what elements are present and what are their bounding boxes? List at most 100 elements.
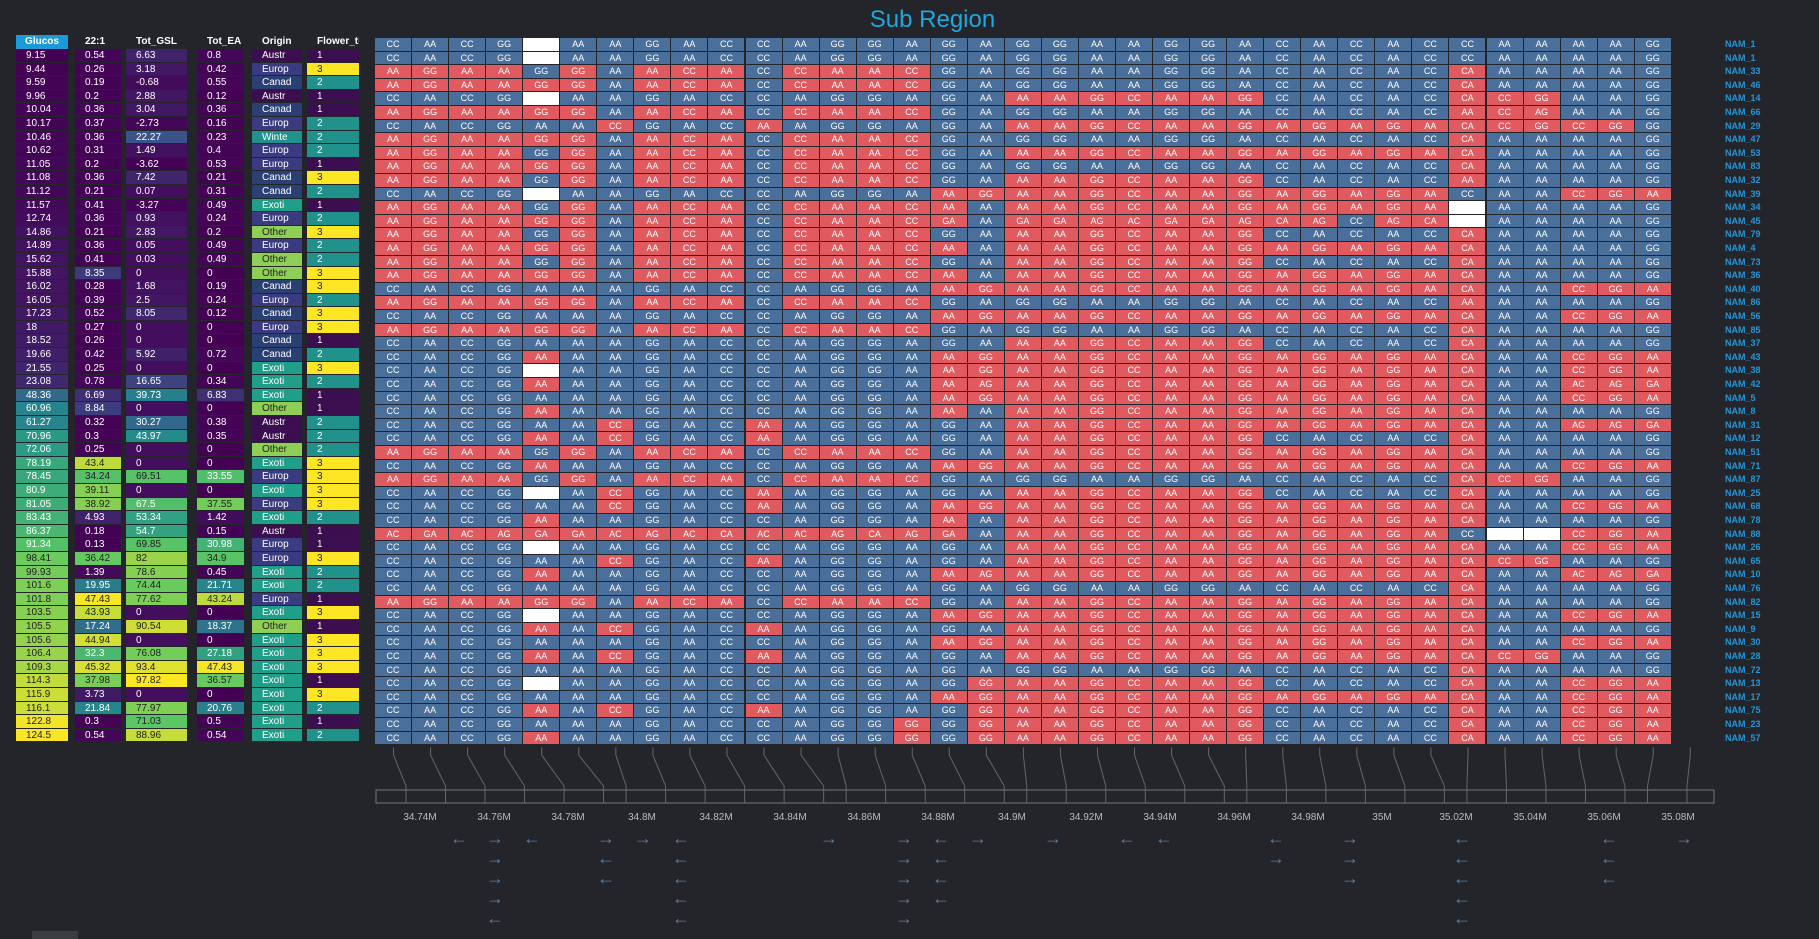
- arrow-right-icon[interactable]: →: [1341, 828, 1359, 848]
- genotype-cell: CA: [1449, 65, 1487, 78]
- genotype-cell: AA: [449, 65, 487, 78]
- arrow-left-icon[interactable]: ←: [932, 828, 950, 848]
- table-cell: 2: [307, 252, 359, 267]
- arrow-left-icon[interactable]: ←: [1453, 888, 1471, 908]
- arrow-left-icon[interactable]: ←: [1118, 828, 1136, 848]
- arrow-left-icon[interactable]: ←: [672, 908, 690, 928]
- table-cell: 10.17: [16, 116, 68, 131]
- connector-line: [1134, 747, 1146, 803]
- arrow-left-icon[interactable]: ←: [932, 848, 950, 868]
- connector-line: [652, 747, 667, 803]
- arrow-left-icon[interactable]: ←: [932, 868, 950, 888]
- arrow-left-icon[interactable]: ←: [597, 868, 615, 888]
- arrow-left-icon[interactable]: ←: [1453, 828, 1471, 848]
- genotype-cell: CC: [1449, 51, 1487, 65]
- column-header[interactable]: Flower_tim: [317, 36, 359, 47]
- arrow-left-icon[interactable]: ←: [1453, 868, 1471, 888]
- table-cell: 103.5: [16, 606, 68, 620]
- arrow-right-icon[interactable]: →: [895, 888, 913, 908]
- connector-line: [1096, 747, 1107, 803]
- genotype-cell: AA: [1486, 51, 1524, 65]
- genotype-cell: [523, 51, 561, 65]
- genotype-cell: GG: [856, 51, 894, 65]
- arrow-right-icon[interactable]: →: [895, 868, 913, 888]
- arrow-left-icon[interactable]: ←: [672, 828, 690, 848]
- arrow-left-icon[interactable]: ←: [932, 888, 950, 908]
- table-cell: Winte: [252, 130, 302, 145]
- table-cell: 91.34: [16, 538, 68, 552]
- arrow-left-icon[interactable]: ←: [1600, 828, 1618, 848]
- table-cell: 1.42: [197, 511, 244, 525]
- arrow-left-icon[interactable]: ←: [1600, 868, 1618, 888]
- arrow-left-icon[interactable]: ←: [672, 868, 690, 888]
- table-cell: 21.84: [75, 701, 121, 716]
- table-cell: 18.37: [197, 619, 244, 634]
- arrow-right-icon[interactable]: →: [820, 828, 838, 848]
- arrow-left-icon[interactable]: ←: [597, 848, 615, 868]
- genotype-cell: GG: [523, 65, 561, 78]
- arrow-right-icon[interactable]: →: [969, 828, 987, 848]
- genotype-cell: GG: [1153, 65, 1191, 78]
- table-cell: Canad: [252, 184, 302, 199]
- arrow-left-icon[interactable]: ←: [450, 828, 468, 848]
- genotype-cell: AA: [597, 65, 635, 78]
- column-header[interactable]: Tot_EA: [207, 36, 242, 47]
- table-cell: 61.27: [16, 416, 68, 430]
- horizontal-scrollbar[interactable]: [32, 931, 78, 939]
- arrow-left-icon[interactable]: ←: [1155, 828, 1173, 848]
- table-cell: 2: [307, 701, 359, 716]
- genotype-cell: GG: [1190, 65, 1228, 78]
- table-cell: Exoti: [252, 660, 302, 675]
- table-cell: 0: [126, 443, 187, 457]
- column-header[interactable]: Glucos: [16, 35, 68, 49]
- table-cell: 3: [307, 62, 359, 77]
- genotype-cell: CC: [375, 51, 413, 65]
- arrow-left-icon[interactable]: ←: [486, 908, 504, 928]
- arrow-right-icon[interactable]: →: [486, 828, 504, 848]
- table-cell: Canad: [252, 280, 302, 294]
- arrow-left-icon[interactable]: ←: [1453, 908, 1471, 928]
- genotype-cell: CC: [782, 65, 820, 78]
- table-cell: Austr: [252, 416, 302, 430]
- arrow-right-icon[interactable]: →: [634, 828, 652, 848]
- table-cell: Exoti: [252, 715, 302, 729]
- table-cell: 1: [307, 524, 359, 539]
- arrow-left-icon[interactable]: ←: [672, 888, 690, 908]
- genotype-cell: AA: [1486, 65, 1524, 78]
- table-cell: 124.5: [16, 728, 68, 743]
- arrow-right-icon[interactable]: →: [1267, 848, 1285, 868]
- arrow-right-icon[interactable]: →: [486, 888, 504, 908]
- table-cell: 3: [307, 687, 359, 702]
- arrow-left-icon[interactable]: ←: [523, 828, 541, 848]
- arrow-right-icon[interactable]: →: [1044, 828, 1062, 848]
- arrow-right-icon[interactable]: →: [895, 848, 913, 868]
- table-cell: Austr: [252, 89, 302, 104]
- axis-tick-label: 34.88M: [921, 812, 954, 823]
- column-header[interactable]: Origin: [262, 36, 292, 47]
- arrow-right-icon[interactable]: →: [1675, 828, 1693, 848]
- arrow-right-icon[interactable]: →: [1341, 868, 1359, 888]
- connector-line: [467, 747, 486, 803]
- arrow-right-icon[interactable]: →: [597, 828, 615, 848]
- column-header[interactable]: Tot_GSL: [136, 36, 177, 47]
- column-header[interactable]: 22:1: [85, 36, 106, 47]
- genotype-cell: GG: [1041, 38, 1079, 51]
- arrow-right-icon[interactable]: →: [895, 828, 913, 848]
- arrow-right-icon[interactable]: →: [1341, 848, 1359, 868]
- table-cell: 9.44: [16, 62, 68, 77]
- table-cell: 0.41: [75, 198, 121, 213]
- arrow-left-icon[interactable]: ←: [1267, 828, 1285, 848]
- table-cell: 3: [307, 633, 359, 648]
- table-cell: 0.25: [75, 361, 121, 376]
- table-cell: 30.98: [197, 538, 244, 552]
- table-cell: 0.3: [75, 429, 121, 444]
- genotype-cell: GG: [486, 51, 524, 65]
- arrow-right-icon[interactable]: →: [895, 908, 913, 928]
- arrow-right-icon[interactable]: →: [486, 848, 504, 868]
- arrow-left-icon[interactable]: ←: [1600, 848, 1618, 868]
- table-cell: 2: [307, 239, 359, 253]
- arrow-left-icon[interactable]: ←: [672, 848, 690, 868]
- arrow-left-icon[interactable]: ←: [1453, 848, 1471, 868]
- arrow-right-icon[interactable]: →: [486, 868, 504, 888]
- table-cell: 0: [126, 484, 187, 498]
